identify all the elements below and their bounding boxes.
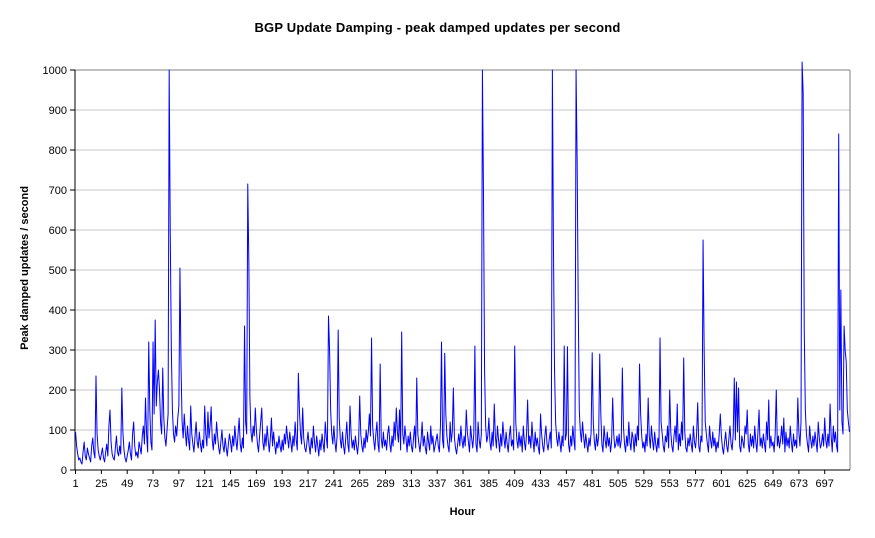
data-series-line — [75, 61, 850, 465]
x-tick-label: 241 — [325, 478, 343, 490]
x-tick-label: 313 — [402, 478, 420, 490]
x-tick-label: 601 — [712, 478, 730, 490]
x-tick-label: 49 — [121, 478, 133, 490]
x-tick-label: 385 — [480, 478, 498, 490]
x-tick-label: 145 — [221, 478, 239, 490]
x-tick-label: 577 — [686, 478, 704, 490]
x-tick-label: 25 — [95, 478, 107, 490]
x-tick-label: 481 — [583, 478, 601, 490]
x-tick-label: 553 — [661, 478, 679, 490]
x-tick-label: 193 — [273, 478, 291, 490]
x-tick-label: 337 — [428, 478, 446, 490]
x-tick-label: 625 — [738, 478, 756, 490]
x-tick-label: 457 — [557, 478, 575, 490]
x-tick-label: 409 — [506, 478, 524, 490]
y-tick-label: 800 — [49, 145, 67, 157]
x-axis-title: Hour — [449, 506, 476, 518]
x-tick-label: 217 — [299, 478, 317, 490]
x-tick-label: 433 — [531, 478, 549, 490]
x-tick-label: 1 — [72, 478, 78, 490]
y-tick-label: 100 — [49, 425, 67, 437]
x-tick-label: 169 — [247, 478, 265, 490]
y-tick-label: 1000 — [43, 65, 67, 77]
y-tick-label: 400 — [49, 305, 67, 317]
x-tick-label: 697 — [816, 478, 834, 490]
y-tick-label: 600 — [49, 225, 67, 237]
y-tick-label: 900 — [49, 105, 67, 117]
x-tick-label: 673 — [790, 478, 808, 490]
x-tick-label: 121 — [196, 478, 214, 490]
x-tick-label: 97 — [173, 478, 185, 490]
x-tick-label: 289 — [376, 478, 394, 490]
y-tick-label: 0 — [61, 465, 67, 477]
x-tick-label: 505 — [609, 478, 627, 490]
x-tick-label: 73 — [147, 478, 159, 490]
chart-title: BGP Update Damping - peak damped updates… — [254, 20, 621, 35]
x-tick-label: 529 — [635, 478, 653, 490]
x-tick-label: 361 — [454, 478, 472, 490]
x-tick-label: 265 — [351, 478, 369, 490]
y-tick-label: 200 — [49, 385, 67, 397]
y-tick-label: 300 — [49, 345, 67, 357]
y-tick-label: 500 — [49, 265, 67, 277]
x-tick-label: 649 — [764, 478, 782, 490]
y-tick-label: 700 — [49, 185, 67, 197]
